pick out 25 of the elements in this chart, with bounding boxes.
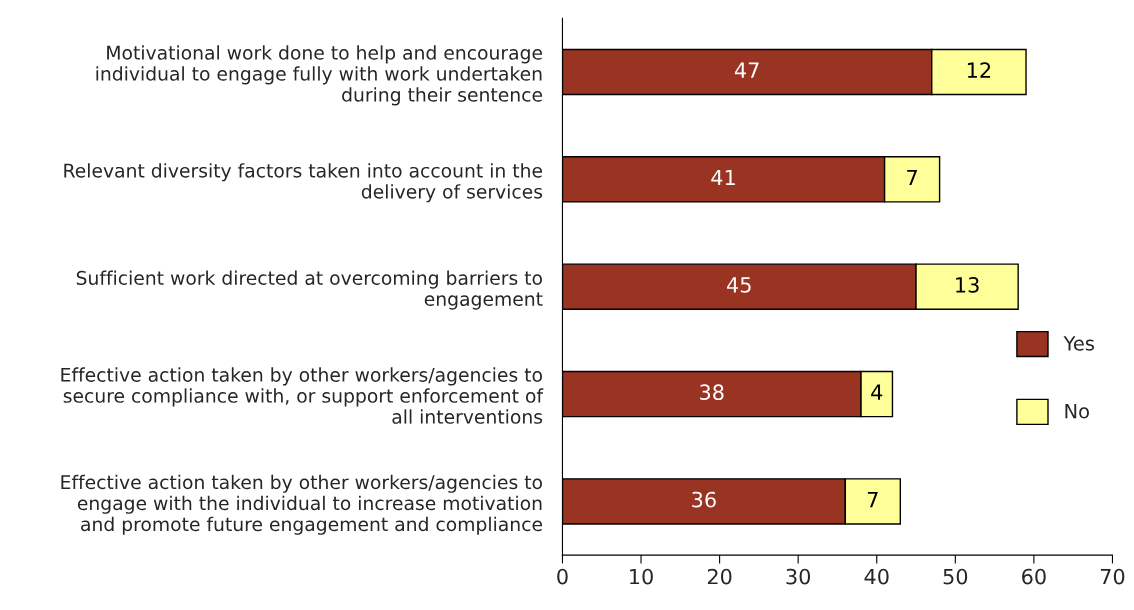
data-label: 12 (967, 62, 991, 78)
data-label: 36 (692, 491, 716, 508)
data-label: 7 (867, 491, 878, 508)
data-label: 4 (871, 384, 883, 400)
legend-label: Yes (1063, 336, 1095, 351)
x-tick-label: 30 (786, 568, 811, 585)
x-tick-label: 0 (557, 568, 568, 585)
y-tick-label: Motivational work done to help and encourage individual to engage fully with work undertaken during their sentence (96, 45, 543, 106)
data-label: 38 (700, 384, 724, 401)
legend-label: No (1065, 404, 1089, 419)
x-tick-label: 70 (1100, 568, 1125, 585)
x-tick-label: 40 (864, 568, 889, 585)
x-tick-label: 60 (1022, 568, 1046, 585)
y-tick-label: Relevant diversity factors taken into account in the delivery of services (64, 163, 543, 203)
x-tick-label: 50 (943, 568, 968, 585)
data-label: 13 (956, 276, 979, 293)
y-tick-label: Sufficient work directed at overcoming barriers to engagement (76, 270, 543, 310)
y-tick-label: Effective action taken by other workers/agencies to secure compliance with, or support enforcement of all interventions (61, 367, 544, 424)
x-tick-label: 10 (630, 568, 653, 585)
data-label: 47 (734, 62, 759, 78)
data-label: 7 (907, 169, 917, 186)
data-label: 45 (727, 277, 751, 293)
x-tick-label: 20 (707, 568, 732, 585)
data-label: 41 (711, 169, 735, 186)
y-tick-label: Effective action taken by other workers/agencies to engage with the individual to increase motivation and promote future engagement and compliance (61, 474, 543, 535)
